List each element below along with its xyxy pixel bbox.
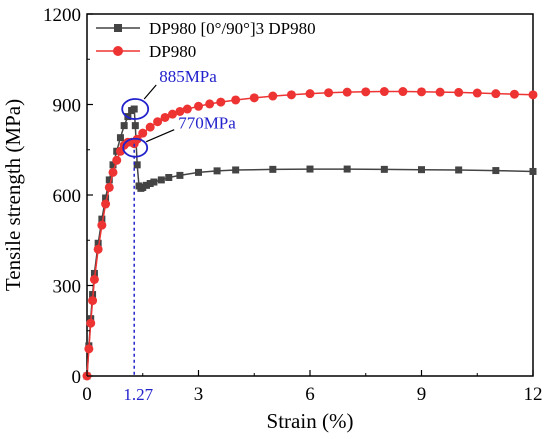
- series-0-point-24: [157, 176, 165, 184]
- dip-arrow-line: [145, 129, 175, 143]
- dip-highlight-circle: [122, 137, 149, 158]
- series-1-point-41: [491, 89, 501, 99]
- series-1-point-42: [509, 89, 519, 99]
- series-1-point-29: [268, 91, 278, 101]
- x-tick-label-2: 6: [305, 384, 315, 405]
- series-1-point-4: [89, 274, 99, 284]
- series-0-point-20: [139, 183, 147, 191]
- series-1-point-20: [160, 112, 170, 122]
- series-1-point-26: [216, 97, 226, 107]
- series-0-point-26: [176, 171, 184, 179]
- series-0-point-27: [195, 168, 202, 176]
- series-1-point-3: [88, 296, 98, 306]
- series-0-point-33: [380, 165, 388, 173]
- annotation-layer: 885MPa 770MPa 1.27: [121, 67, 236, 404]
- legend: DP980 [0°/90°]3 DP980 DP980: [96, 19, 316, 61]
- series-0-point-17: [133, 161, 141, 169]
- series-1-point-34: [361, 87, 371, 97]
- series-0-point-23: [150, 178, 158, 186]
- series-0-point-21: [142, 181, 150, 189]
- series-1-point-33: [342, 87, 352, 97]
- series-1-point-30: [286, 90, 296, 100]
- series-1-point-35: [379, 87, 389, 97]
- series-1-point-23: [182, 104, 192, 114]
- series-0-point-29: [232, 166, 240, 174]
- peak-arrow-line: [143, 84, 157, 100]
- series-1: [82, 87, 538, 381]
- series-0-point-30: [269, 165, 277, 173]
- x-tick-label-4: 12: [524, 384, 543, 405]
- series-1-point-9: [108, 167, 118, 177]
- series-0-point-11: [116, 134, 124, 142]
- y-tick-label-0: 0: [72, 367, 82, 388]
- series-1-point-43: [528, 90, 538, 100]
- series-layer: [82, 87, 538, 381]
- series-1-point-32: [324, 88, 334, 98]
- series-0-point-22: [146, 180, 154, 188]
- series-0-point-6: [98, 215, 106, 223]
- legend-label-1: DP980: [149, 42, 196, 61]
- peak-highlight-circle: [121, 98, 150, 120]
- series-1-line: [86, 90, 534, 377]
- series-1-point-21: [167, 109, 177, 119]
- series-1-point-2: [86, 318, 96, 328]
- series-1-point-10: [112, 155, 122, 165]
- series-1-point-38: [435, 87, 445, 97]
- series-1-point-6: [97, 220, 107, 230]
- series-0-point-16: [131, 122, 139, 130]
- series-0-point-12: [120, 122, 128, 130]
- series-1-point-18: [145, 122, 155, 132]
- series-1-point-40: [472, 88, 482, 98]
- y-tick-label-4: 1200: [43, 5, 81, 26]
- series-0: [83, 105, 537, 380]
- legend-marker-0: [114, 24, 122, 32]
- series-1-point-19: [153, 117, 163, 127]
- series-0-point-36: [492, 167, 500, 175]
- series-0-point-25: [165, 174, 173, 182]
- legend-label-0: DP980 [0°/90°]3 DP980: [149, 19, 316, 38]
- series-1-point-36: [398, 87, 408, 97]
- series-1-point-39: [454, 87, 464, 97]
- series-0-point-32: [343, 165, 351, 173]
- series-1-point-8: [104, 182, 114, 192]
- peak-value-label: 885MPa: [159, 67, 217, 86]
- y-tick-label-1: 300: [53, 277, 82, 298]
- dip-value-label: 770MPa: [178, 114, 236, 133]
- series-1-point-24: [194, 101, 203, 111]
- series-1-point-7: [101, 199, 111, 209]
- series-0-point-8: [105, 176, 113, 184]
- plot-frame: [86, 13, 534, 377]
- series-0-point-35: [455, 166, 463, 174]
- x-tick-label-0: 0: [82, 384, 92, 405]
- series-0-point-7: [102, 194, 110, 202]
- y-tick-label-3: 900: [53, 96, 82, 117]
- series-1-point-37: [417, 87, 426, 97]
- x-axis-label: Strain (%): [267, 409, 354, 433]
- y-tick-label-2: 600: [53, 186, 82, 207]
- series-1-point-22: [175, 106, 185, 116]
- y-axis-label: Tensile strength (MPa): [1, 99, 25, 291]
- series-0-point-15: [130, 105, 138, 113]
- x-tick-label-1: 3: [194, 384, 204, 405]
- series-1-point-27: [231, 95, 241, 105]
- series-1-point-28: [249, 93, 259, 103]
- strain-value-label: 1.27: [123, 385, 153, 404]
- series-0-point-28: [213, 167, 221, 175]
- series-1-point-25: [205, 99, 215, 109]
- series-0-point-31: [306, 165, 314, 173]
- legend-marker-1: [113, 46, 123, 56]
- series-0-point-34: [418, 166, 425, 174]
- series-1-point-5: [93, 244, 103, 254]
- series-0-point-37: [529, 167, 537, 175]
- series-0-point-9: [109, 161, 117, 169]
- series-0-point-5: [94, 239, 102, 247]
- series-1-point-31: [305, 89, 315, 99]
- series-1-point-1: [84, 344, 94, 354]
- series-1-point-17: [138, 128, 148, 138]
- x-tick-label-3: 9: [417, 384, 427, 405]
- axis-layer: 0 3 6 9 12 0 300 600 900 1200: [43, 5, 543, 405]
- series-0-line: [86, 107, 534, 377]
